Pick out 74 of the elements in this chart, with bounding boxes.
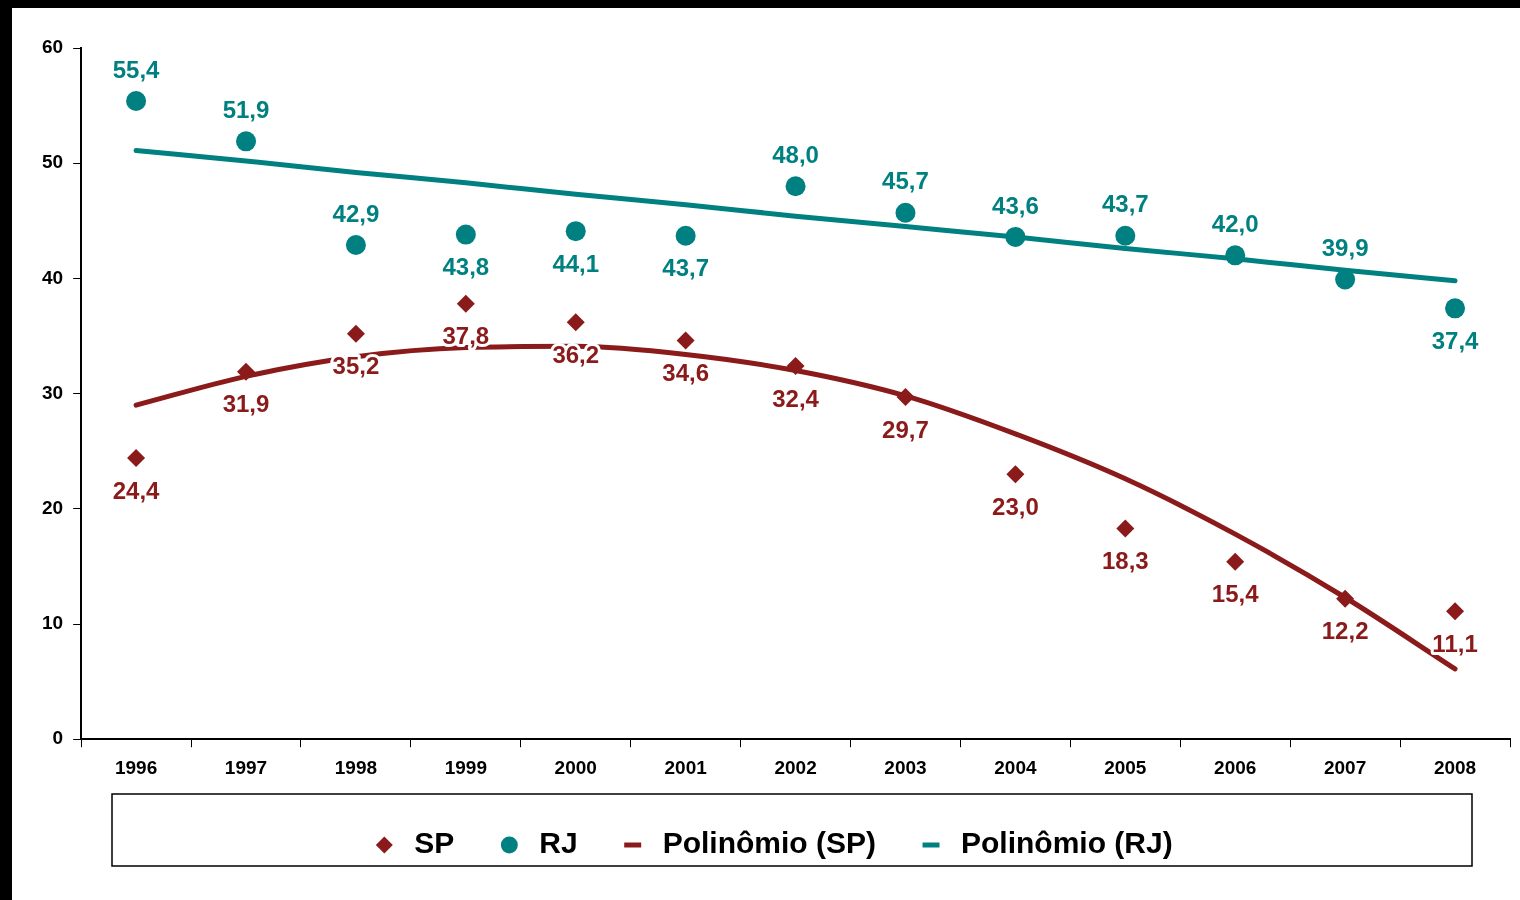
point: [1115, 225, 1136, 246]
y-tick-label: 60: [41, 36, 64, 58]
data-label: 18,3: [1101, 547, 1149, 575]
data-label: 11,1: [1432, 629, 1478, 657]
y-tick-label: 40: [41, 266, 64, 288]
point: [565, 221, 586, 242]
data-label: 29,7: [882, 415, 929, 443]
x-tick-label: 2001: [664, 756, 708, 778]
data-label: 43,8: [442, 253, 490, 281]
point: [786, 356, 805, 375]
point: [346, 324, 365, 343]
legend-label: Polinômio (SP): [662, 826, 877, 860]
x-tick-label: 2007: [1323, 756, 1367, 778]
data-label: 42,9: [332, 199, 380, 227]
point: [126, 90, 147, 111]
x-tick-label: 2000: [554, 756, 597, 778]
data-label: 31,9: [222, 390, 270, 418]
data-label: 39,9: [1321, 234, 1369, 262]
data-label: 43,7: [1101, 190, 1149, 218]
data-label: 37,4: [1431, 326, 1480, 354]
point: [237, 362, 255, 381]
point: [896, 388, 915, 407]
legend-label: Polinômio (RJ): [961, 826, 1173, 860]
data-label: 51,9: [222, 95, 270, 123]
point: [1336, 589, 1355, 608]
data-label: 44,1: [552, 249, 600, 277]
data-label: 15,4: [1211, 580, 1260, 608]
data-label: 32,4: [772, 384, 820, 412]
point: [345, 234, 366, 255]
y-tick-label: 20: [41, 497, 64, 519]
data-label: 34,6: [662, 359, 710, 387]
point: [1006, 465, 1025, 484]
data-label: 45,7: [882, 167, 929, 195]
point: [1225, 245, 1246, 266]
x-tick-label: 2008: [1433, 756, 1477, 778]
data-label: 43,7: [662, 254, 710, 282]
legend-label: RJ: [539, 826, 578, 860]
y-tick-label: 0: [52, 727, 64, 749]
point: [1335, 269, 1356, 290]
point: [236, 131, 256, 152]
point: [785, 176, 806, 197]
point: [566, 313, 585, 332]
x-tick-label: 2004: [994, 756, 1037, 778]
y-tick-label: 30: [41, 381, 64, 403]
data-label: 12,2: [1321, 617, 1369, 645]
point: [1446, 602, 1465, 621]
point: [1005, 226, 1026, 247]
data-label: 43,6: [992, 191, 1039, 219]
data-label: 37,8: [442, 322, 490, 350]
x-tick-label: 1998: [334, 756, 378, 778]
data-label: 24,4: [112, 476, 161, 504]
x-tick-label: 2002: [774, 756, 817, 778]
point: [895, 202, 916, 223]
x-tick-label: 2005: [1104, 756, 1147, 778]
point: [1445, 298, 1466, 319]
point: [675, 225, 696, 246]
point: [1116, 519, 1135, 538]
data-label: 48,0: [772, 140, 819, 168]
point: [1226, 552, 1245, 571]
point: [127, 449, 146, 468]
x-tick-label: 1996: [114, 756, 158, 778]
legend-label: SP: [414, 826, 455, 860]
y-tick-label: 10: [41, 612, 64, 634]
point: [455, 224, 476, 245]
data-label: 55,4: [112, 55, 161, 83]
point: [456, 294, 475, 313]
x-tick-label: 2006: [1214, 756, 1257, 778]
x-tick-label: 1997: [224, 756, 268, 778]
data-label: 23,0: [992, 492, 1039, 520]
data-label: 42,0: [1211, 209, 1259, 237]
point: [676, 331, 695, 350]
x-tick-label: 2003: [884, 756, 927, 778]
x-tick-label: 1999: [444, 756, 487, 778]
y-tick-label: 50: [41, 151, 64, 173]
